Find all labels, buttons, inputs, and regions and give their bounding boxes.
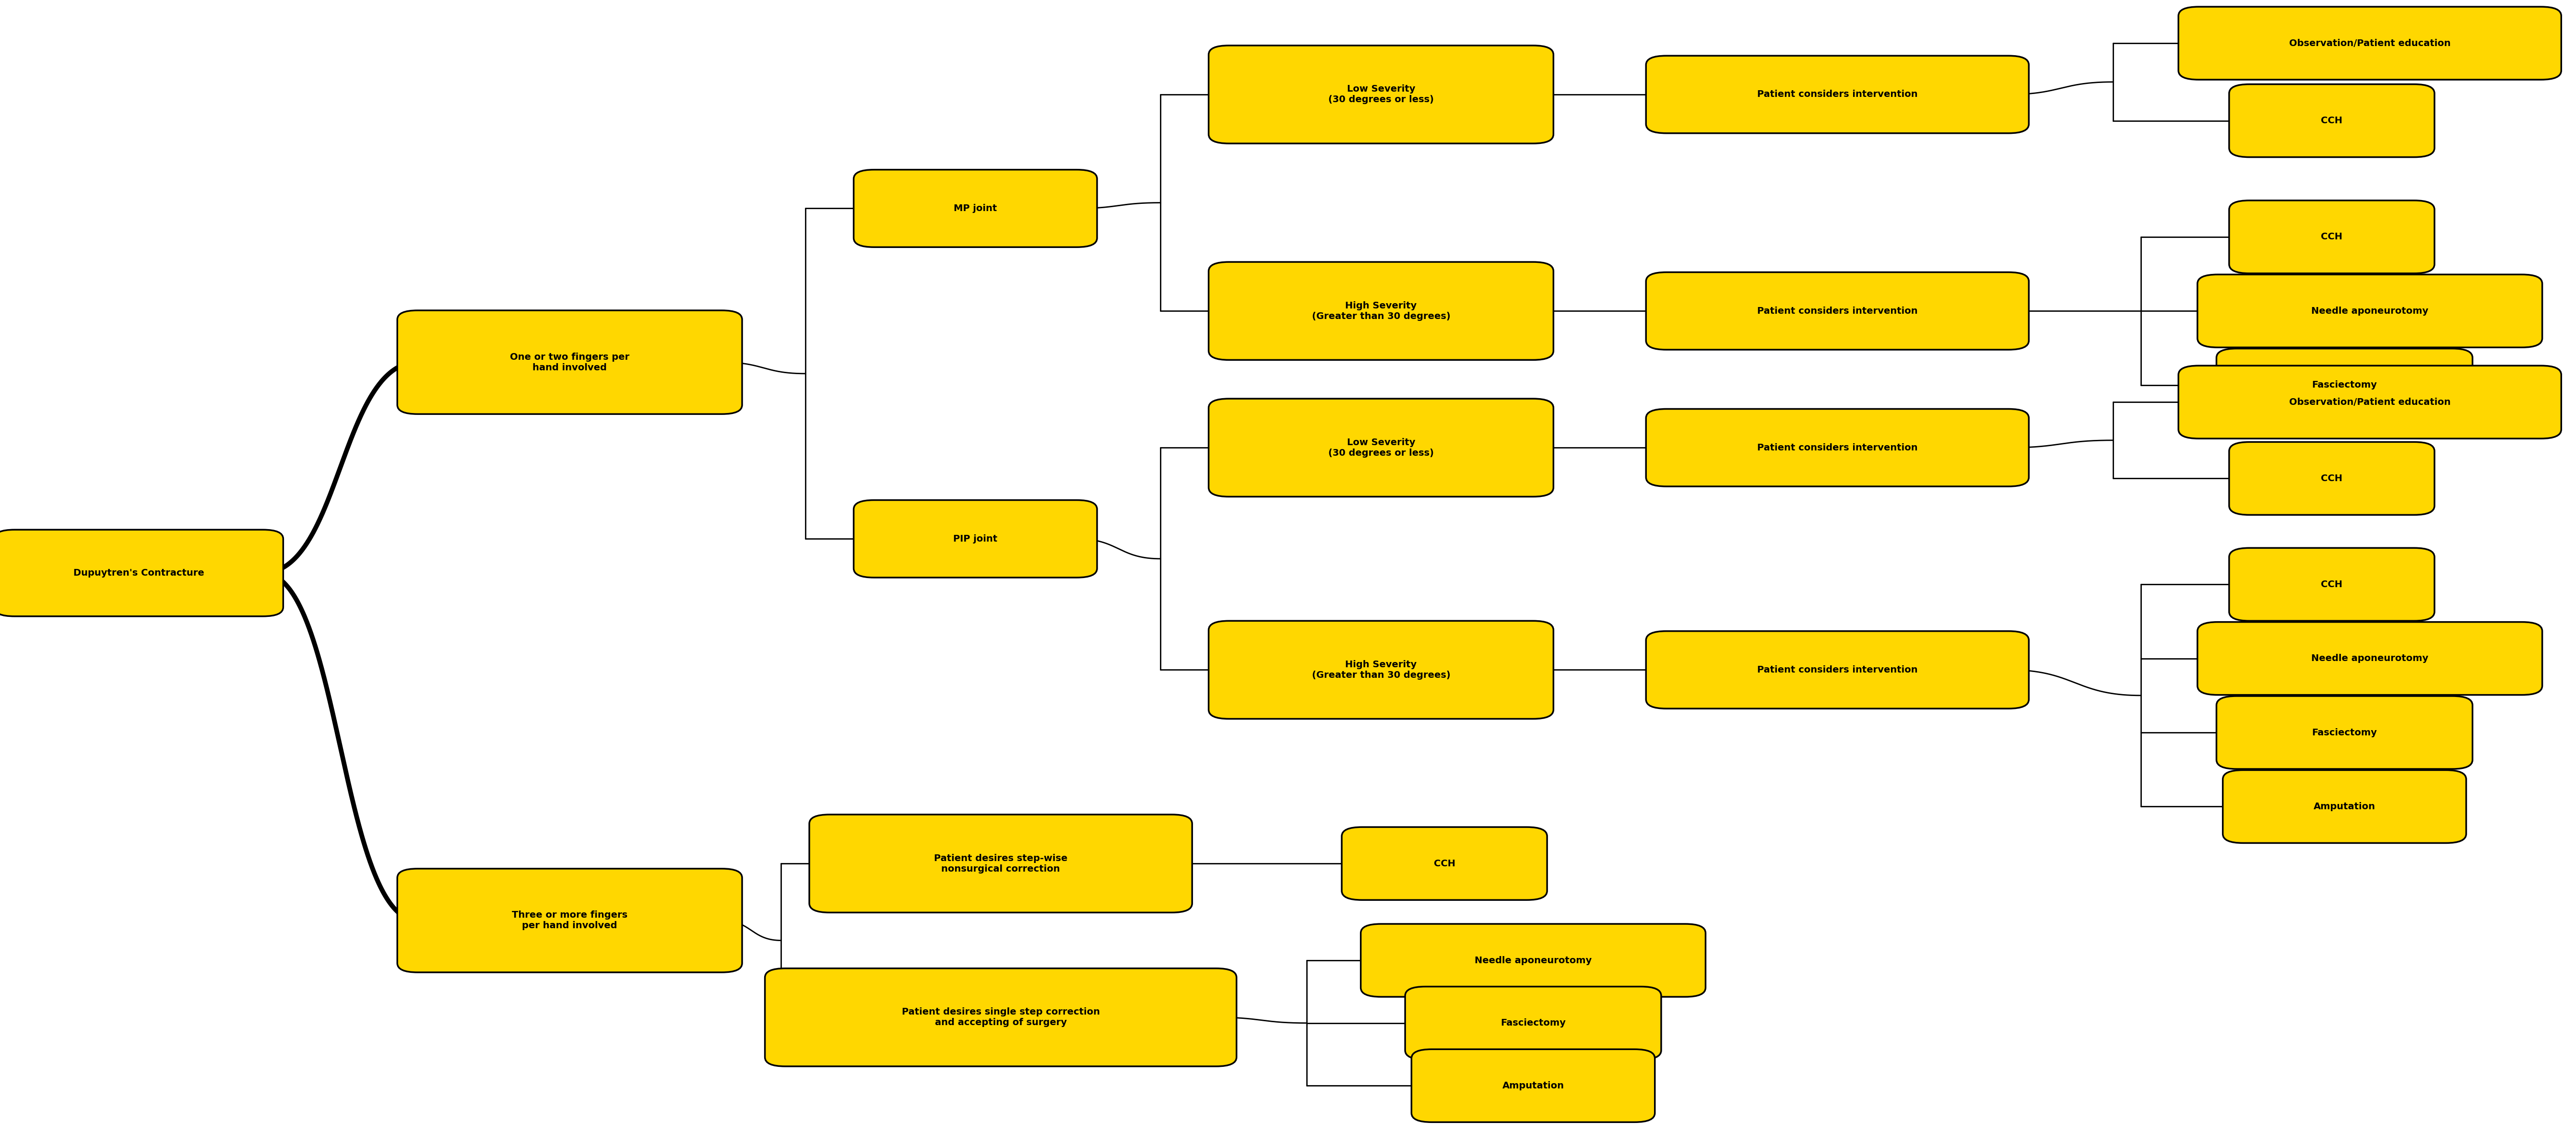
FancyBboxPatch shape: [1208, 262, 1553, 360]
FancyBboxPatch shape: [1208, 46, 1553, 143]
Text: Needle aponeurotomy: Needle aponeurotomy: [1473, 956, 1592, 965]
FancyBboxPatch shape: [1646, 56, 2030, 133]
FancyBboxPatch shape: [0, 529, 283, 617]
Text: CCH: CCH: [1435, 860, 1455, 868]
Text: Observation/Patient education: Observation/Patient education: [2290, 398, 2450, 407]
Text: High Severity
(Greater than 30 degrees): High Severity (Greater than 30 degrees): [1311, 301, 1450, 321]
FancyBboxPatch shape: [397, 311, 742, 414]
FancyBboxPatch shape: [1360, 924, 1705, 997]
FancyBboxPatch shape: [397, 869, 742, 972]
Text: High Severity
(Greater than 30 degrees): High Severity (Greater than 30 degrees): [1311, 660, 1450, 680]
Text: Fasciectomy: Fasciectomy: [2311, 380, 2378, 390]
FancyBboxPatch shape: [1208, 399, 1553, 496]
Text: Patient desires step-wise
nonsurgical correction: Patient desires step-wise nonsurgical co…: [935, 854, 1066, 873]
Text: CCH: CCH: [2321, 116, 2342, 125]
Text: PIP joint: PIP joint: [953, 534, 997, 543]
FancyBboxPatch shape: [2215, 348, 2473, 422]
FancyBboxPatch shape: [2179, 7, 2561, 80]
FancyBboxPatch shape: [2228, 442, 2434, 515]
FancyBboxPatch shape: [2197, 622, 2543, 694]
FancyBboxPatch shape: [1404, 987, 1662, 1060]
Text: Patient considers intervention: Patient considers intervention: [1757, 306, 1917, 315]
Text: Patient considers intervention: Patient considers intervention: [1757, 89, 1917, 99]
Text: Patient considers intervention: Patient considers intervention: [1757, 444, 1917, 453]
FancyBboxPatch shape: [1342, 827, 1548, 900]
Text: Needle aponeurotomy: Needle aponeurotomy: [2311, 654, 2429, 664]
Text: One or two fingers per
hand involved: One or two fingers per hand involved: [510, 352, 629, 372]
FancyBboxPatch shape: [2215, 696, 2473, 769]
FancyBboxPatch shape: [765, 968, 1236, 1066]
FancyBboxPatch shape: [1208, 621, 1553, 719]
Text: Needle aponeurotomy: Needle aponeurotomy: [2311, 306, 2429, 315]
FancyBboxPatch shape: [2228, 201, 2434, 274]
Text: CCH: CCH: [2321, 474, 2342, 482]
Text: CCH: CCH: [2321, 233, 2342, 242]
FancyBboxPatch shape: [1646, 409, 2030, 486]
FancyBboxPatch shape: [853, 170, 1097, 248]
Text: Patient considers intervention: Patient considers intervention: [1757, 666, 1917, 674]
FancyBboxPatch shape: [2197, 275, 2543, 347]
FancyBboxPatch shape: [2223, 770, 2465, 843]
Text: Low Severity
(30 degrees or less): Low Severity (30 degrees or less): [1329, 85, 1435, 104]
FancyBboxPatch shape: [809, 815, 1193, 912]
FancyBboxPatch shape: [853, 500, 1097, 578]
FancyBboxPatch shape: [1412, 1050, 1654, 1122]
Text: MP joint: MP joint: [953, 204, 997, 213]
Text: Patient desires single step correction
and accepting of surgery: Patient desires single step correction a…: [902, 1007, 1100, 1027]
FancyBboxPatch shape: [1646, 273, 2030, 350]
FancyBboxPatch shape: [2228, 84, 2434, 157]
Text: CCH: CCH: [2321, 580, 2342, 589]
Text: Observation/Patient education: Observation/Patient education: [2290, 39, 2450, 48]
Text: Amputation: Amputation: [2313, 802, 2375, 811]
FancyBboxPatch shape: [2228, 548, 2434, 621]
Text: Fasciectomy: Fasciectomy: [1502, 1019, 1566, 1028]
FancyBboxPatch shape: [2179, 366, 2561, 439]
Text: Fasciectomy: Fasciectomy: [2311, 728, 2378, 737]
Text: Dupuytren's Contracture: Dupuytren's Contracture: [72, 568, 204, 578]
Text: Three or more fingers
per hand involved: Three or more fingers per hand involved: [513, 911, 629, 931]
Text: Low Severity
(30 degrees or less): Low Severity (30 degrees or less): [1329, 438, 1435, 457]
Text: Amputation: Amputation: [1502, 1081, 1564, 1090]
FancyBboxPatch shape: [1646, 631, 2030, 708]
